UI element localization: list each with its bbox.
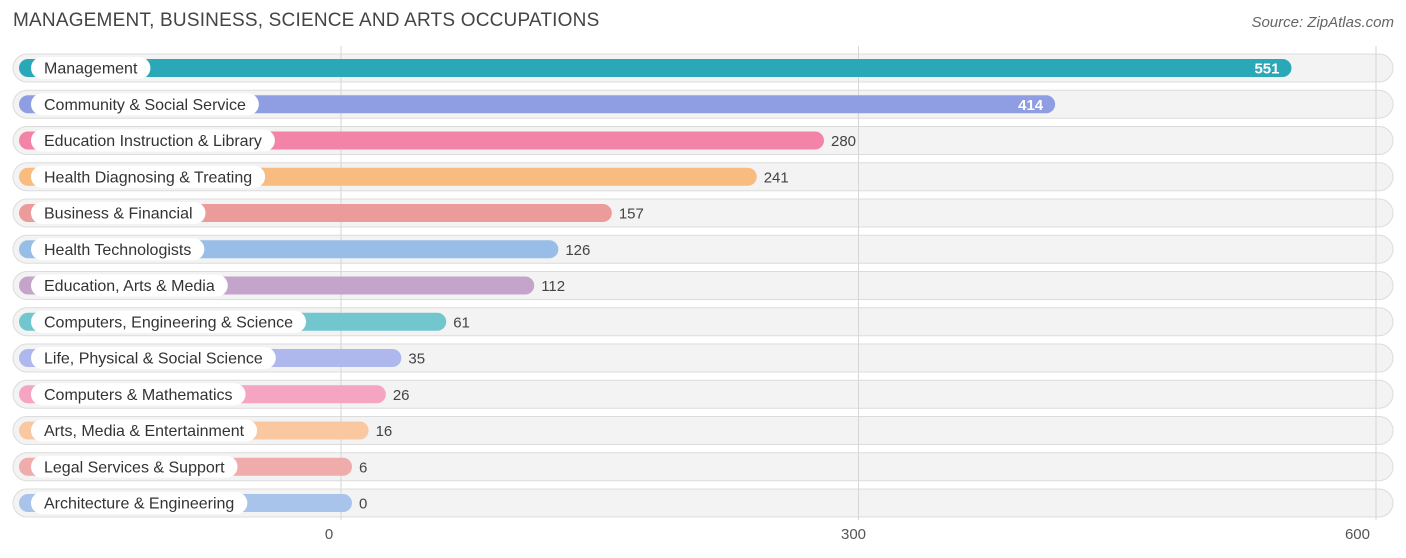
category-label-pill bbox=[31, 165, 266, 188]
bar bbox=[19, 59, 1292, 77]
chart-title: MANAGEMENT, BUSINESS, SCIENCE AND ARTS O… bbox=[13, 10, 600, 31]
category-label: Computers & Mathematics bbox=[44, 387, 233, 404]
category-label-pill bbox=[31, 274, 228, 297]
category-label: Architecture & Engineering bbox=[44, 496, 234, 513]
category-label-pill bbox=[31, 93, 259, 116]
category-label: Community & Social Service bbox=[44, 97, 246, 114]
category-label-pill bbox=[31, 129, 275, 152]
value-label: 157 bbox=[619, 206, 644, 223]
value-label: 241 bbox=[764, 169, 789, 186]
chart-source: Source: ZipAtlas.com bbox=[1251, 14, 1394, 31]
x-tick-label: 300 bbox=[841, 526, 866, 543]
value-label: 112 bbox=[541, 278, 565, 295]
category-label-pill bbox=[31, 57, 151, 79]
category-label-pill bbox=[31, 383, 246, 406]
value-label: 6 bbox=[359, 459, 367, 476]
x-tick-label: 0 bbox=[325, 526, 333, 543]
category-label-pill bbox=[31, 310, 307, 333]
category-label: Education, Arts & Media bbox=[44, 278, 215, 295]
value-label: 551 bbox=[1254, 61, 1279, 78]
category-label: Health Technologists bbox=[44, 242, 191, 259]
category-label-pill bbox=[31, 202, 206, 224]
value-label: 61 bbox=[453, 314, 470, 331]
bar bbox=[19, 95, 1056, 114]
x-tick-label: 600 bbox=[1345, 526, 1370, 543]
value-label: 26 bbox=[393, 387, 410, 404]
category-label: Health Diagnosing & Treating bbox=[44, 169, 252, 186]
category-label: Legal Services & Support bbox=[44, 459, 225, 476]
category-label-pill bbox=[31, 419, 258, 442]
value-label: 280 bbox=[831, 133, 856, 150]
category-label: Life, Physical & Social Science bbox=[44, 351, 263, 368]
category-label: Management bbox=[44, 61, 138, 78]
value-label: 16 bbox=[376, 423, 393, 440]
value-label: 35 bbox=[408, 351, 425, 368]
category-label-pill bbox=[31, 492, 248, 514]
row-background bbox=[12, 452, 1394, 482]
category-label: Arts, Media & Entertainment bbox=[44, 423, 245, 440]
value-label: 126 bbox=[565, 242, 590, 259]
category-label: Education Instruction & Library bbox=[44, 133, 262, 150]
value-label: 0 bbox=[359, 496, 367, 513]
category-label: Business & Financial bbox=[44, 206, 193, 223]
row-background bbox=[12, 488, 1394, 518]
category-label-pill bbox=[31, 347, 276, 369]
category-label: Computers, Engineering & Science bbox=[44, 314, 293, 331]
category-label-pill bbox=[31, 238, 205, 261]
value-label: 414 bbox=[1018, 97, 1044, 114]
category-label-pill bbox=[31, 455, 238, 478]
